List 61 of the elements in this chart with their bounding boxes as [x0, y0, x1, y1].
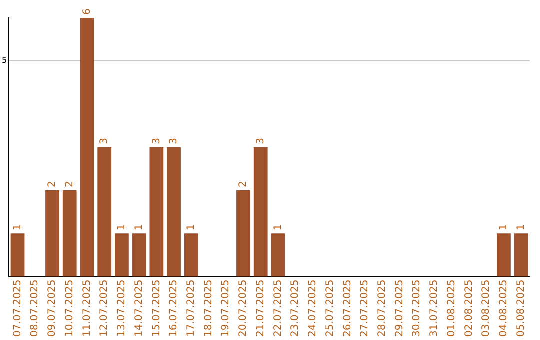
bar — [236, 190, 250, 277]
data-label: 1 — [516, 224, 527, 231]
x-tick-label: 03.08.2025 — [481, 280, 492, 338]
data-label: 2 — [47, 181, 58, 188]
data-label: 1 — [12, 224, 24, 231]
x-tick-label: 23.07.2025 — [290, 280, 302, 338]
x-tick-label: 02.08.2025 — [464, 280, 475, 338]
data-label: 2 — [64, 181, 76, 188]
x-tick-label: 08.07.2025 — [30, 280, 41, 338]
bar — [115, 234, 129, 277]
bar — [184, 234, 198, 277]
bar — [254, 147, 268, 277]
x-tick-label: 11.07.2025 — [82, 280, 93, 338]
x-tick-label: 12.07.2025 — [99, 280, 110, 338]
x-tick-label: 10.07.2025 — [64, 280, 76, 338]
x-tick-label: 26.07.2025 — [342, 280, 354, 338]
x-tick-label: 07.07.2025 — [12, 280, 24, 338]
data-label: 1 — [116, 224, 128, 231]
bar — [150, 147, 164, 277]
bar — [497, 234, 511, 277]
x-tick-label: 20.07.2025 — [238, 280, 250, 338]
x-tick-label: 13.07.2025 — [116, 280, 128, 338]
data-label: 3 — [255, 138, 266, 144]
x-tick-label: 15.07.2025 — [151, 280, 162, 338]
x-tick-label: 04.08.2025 — [498, 280, 510, 338]
bar — [271, 234, 286, 277]
x-tick-label: 09.07.2025 — [47, 280, 58, 338]
x-tick-label: 31.07.2025 — [429, 280, 440, 338]
bar — [132, 234, 146, 277]
x-tick-label: 21.07.2025 — [255, 280, 266, 338]
data-label: 3 — [168, 138, 180, 144]
x-tick-label: 17.07.2025 — [186, 280, 197, 338]
data-label: 2 — [238, 181, 250, 188]
data-label: 1 — [134, 224, 145, 231]
x-tick-label: 22.07.2025 — [272, 280, 284, 338]
data-label: 3 — [151, 138, 162, 144]
x-tick-label: 30.07.2025 — [412, 280, 423, 338]
x-tick-label: 19.07.2025 — [220, 280, 232, 338]
x-tick-label: 18.07.2025 — [203, 280, 214, 338]
data-label: 6 — [82, 8, 93, 15]
x-tick-label: 16.07.2025 — [168, 280, 180, 338]
bar — [514, 234, 528, 277]
bar — [46, 190, 60, 277]
y-tick-label: 5 — [2, 56, 8, 66]
data-label: 1 — [186, 224, 197, 231]
data-label: 3 — [99, 138, 110, 144]
data-label: 1 — [272, 224, 284, 231]
data-label: 1 — [498, 224, 510, 231]
x-tick-label: 24.07.2025 — [308, 280, 319, 338]
bar — [10, 234, 25, 277]
x-tick-label: 05.08.2025 — [516, 280, 527, 338]
x-tick-label: 28.07.2025 — [377, 280, 388, 338]
bar — [62, 190, 77, 277]
bar — [98, 147, 112, 277]
x-tick-label: 29.07.2025 — [394, 280, 406, 338]
bar — [80, 18, 94, 277]
x-tick-label: 14.07.2025 — [134, 280, 145, 338]
x-tick-label: 01.08.2025 — [446, 280, 458, 338]
bar — [167, 147, 181, 277]
x-tick-label: 27.07.2025 — [360, 280, 371, 338]
x-tick-label: 25.07.2025 — [324, 280, 336, 338]
